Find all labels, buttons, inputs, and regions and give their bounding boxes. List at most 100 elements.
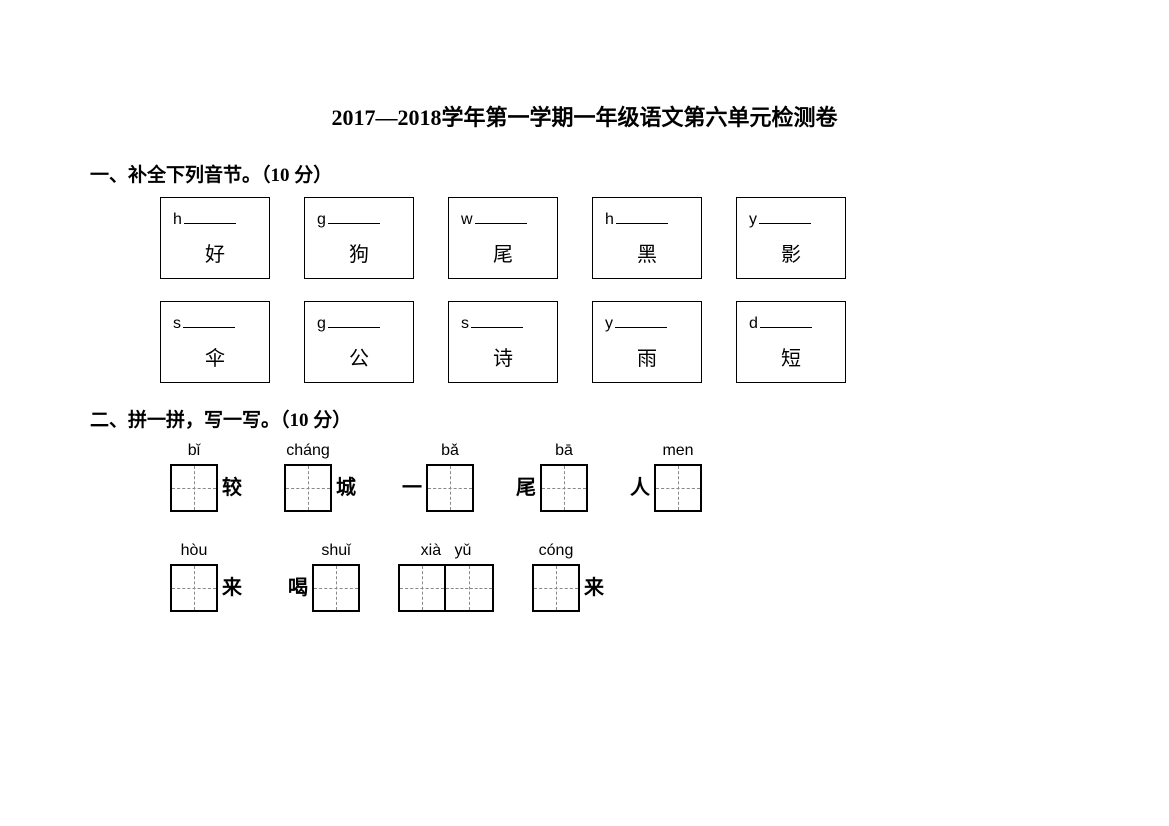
- write-grid-box[interactable]: [446, 564, 494, 612]
- write-box-group: [170, 464, 218, 512]
- pinyin-label: cháng: [286, 442, 330, 460]
- write-grid-box[interactable]: [284, 464, 332, 512]
- write-box-group: [654, 464, 702, 512]
- fill-blank[interactable]: [760, 313, 812, 328]
- write-grid-box[interactable]: [426, 464, 474, 512]
- write-stack: hòu: [170, 542, 218, 612]
- pinyin-label: shuǐ: [321, 542, 350, 560]
- fill-blank[interactable]: [616, 209, 668, 224]
- pinyin-box: h好: [160, 197, 270, 279]
- pinyin-box: w尾: [448, 197, 558, 279]
- pinyin-initial-line: s: [173, 313, 235, 333]
- write-box-group: [426, 464, 474, 512]
- write-stack: bā: [540, 442, 588, 512]
- suffix-character: 来: [222, 571, 242, 600]
- fill-blank[interactable]: [328, 313, 380, 328]
- pinyin-initial-line: d: [749, 313, 812, 333]
- target-character: 狗: [349, 238, 369, 267]
- pinyin-initial: y: [605, 315, 613, 333]
- pinyin-box: g狗: [304, 197, 414, 279]
- worksheet-page: 2017—2018学年第一学期一年级语文第六单元检测卷 一、补全下列音节。（10…: [0, 0, 1169, 612]
- fill-blank[interactable]: [615, 313, 667, 328]
- pinyin-initial: d: [749, 315, 758, 333]
- pinyin-initial: h: [605, 211, 614, 229]
- prefix-character: 喝: [288, 571, 308, 600]
- target-character: 短: [781, 342, 801, 371]
- pinyin-label: cóng: [539, 542, 574, 560]
- write-stack: shuǐ: [312, 542, 360, 612]
- write-row-1: bǐ 较 cháng 城 一 bǎ 尾 bā 人men: [170, 442, 1079, 512]
- write-box-group: [284, 464, 332, 512]
- pinyin-label: bǎ: [441, 442, 459, 460]
- write-stack: bǐ: [170, 442, 218, 512]
- prefix-character: 尾: [516, 471, 536, 500]
- pinyin-initial-line: h: [605, 209, 668, 229]
- pinyin-initial: s: [461, 315, 469, 333]
- write-item: xià yǔ: [398, 542, 494, 612]
- suffix-character: 城: [336, 471, 356, 500]
- pinyin-label: bǐ: [188, 442, 200, 460]
- pinyin-box: s诗: [448, 301, 558, 383]
- pinyin-box: y影: [736, 197, 846, 279]
- pinyin-box-row-1: h好g狗w尾h黑y影: [160, 197, 1079, 279]
- pinyin-box: y雨: [592, 301, 702, 383]
- pinyin-initial-line: h: [173, 209, 236, 229]
- write-box-group: [312, 564, 360, 612]
- fill-blank[interactable]: [475, 209, 527, 224]
- write-item: 人men: [626, 442, 702, 512]
- write-item: 尾 bā: [512, 442, 588, 512]
- write-row-2: hòu 来 喝 shuǐ xià yǔ cóng 来: [170, 542, 1079, 612]
- write-stack: cháng: [284, 442, 332, 512]
- pinyin-initial-line: g: [317, 209, 380, 229]
- pinyin-initial-line: s: [461, 313, 523, 333]
- pinyin-initial-line: g: [317, 313, 380, 333]
- write-box-group: [398, 564, 494, 612]
- write-item: bǐ 较: [170, 442, 246, 512]
- write-grid-box[interactable]: [532, 564, 580, 612]
- target-character: 伞: [205, 342, 225, 371]
- write-grid-box[interactable]: [170, 464, 218, 512]
- section-2-header: 二、拼一拼，写一写。（10 分）: [90, 405, 1079, 432]
- suffix-character: 来: [584, 571, 604, 600]
- prefix-character: 一: [402, 471, 422, 500]
- write-grid-box[interactable]: [540, 464, 588, 512]
- write-stack: bǎ: [426, 442, 474, 512]
- suffix-character: 较: [222, 471, 242, 500]
- fill-blank[interactable]: [328, 209, 380, 224]
- target-character: 黑: [637, 238, 657, 267]
- write-grid-box[interactable]: [654, 464, 702, 512]
- pinyin-initial: g: [317, 211, 326, 229]
- pinyin-initial: s: [173, 315, 181, 333]
- fill-blank[interactable]: [759, 209, 811, 224]
- pinyin-label: hòu: [181, 542, 208, 560]
- write-item: cháng 城: [284, 442, 360, 512]
- write-box-group: [540, 464, 588, 512]
- pinyin-initial-line: y: [605, 313, 667, 333]
- target-character: 诗: [493, 342, 513, 371]
- fill-blank[interactable]: [184, 209, 236, 224]
- target-character: 影: [781, 238, 801, 267]
- target-character: 雨: [637, 342, 657, 371]
- write-stack: cóng: [532, 542, 580, 612]
- write-item: cóng 来: [532, 542, 608, 612]
- pinyin-box-row-2: s伞g公s诗y雨d短: [160, 301, 1079, 383]
- pinyin-box: h黑: [592, 197, 702, 279]
- section-1-header: 一、补全下列音节。（10 分）: [90, 160, 1079, 187]
- pinyin-box: s伞: [160, 301, 270, 383]
- pinyin-box: g公: [304, 301, 414, 383]
- write-box-group: [532, 564, 580, 612]
- pinyin-initial: y: [749, 211, 757, 229]
- fill-blank[interactable]: [471, 313, 523, 328]
- write-item: 喝 shuǐ: [284, 542, 360, 612]
- pinyin-initial: h: [173, 211, 182, 229]
- write-grid-box[interactable]: [170, 564, 218, 612]
- pinyin-label: men: [662, 442, 693, 460]
- write-grid-box[interactable]: [398, 564, 446, 612]
- fill-blank[interactable]: [183, 313, 235, 328]
- pinyin-box: d短: [736, 301, 846, 383]
- pinyin-initial: g: [317, 315, 326, 333]
- target-character: 好: [205, 238, 225, 267]
- pinyin-initial-line: y: [749, 209, 811, 229]
- write-grid-box[interactable]: [312, 564, 360, 612]
- pinyin-label: bā: [555, 442, 573, 460]
